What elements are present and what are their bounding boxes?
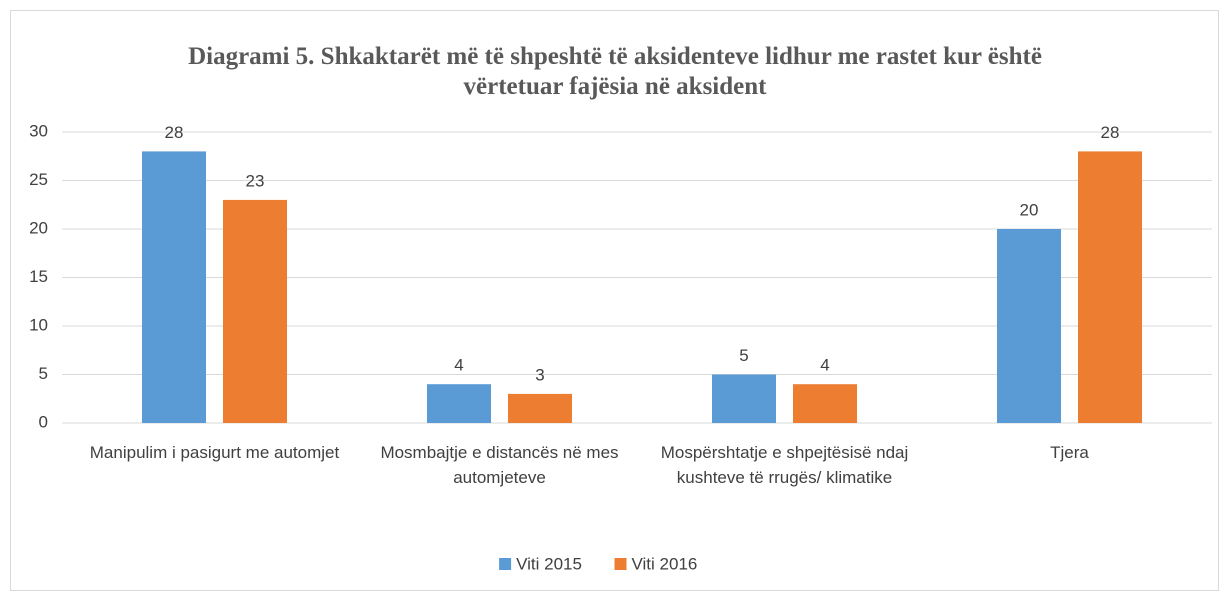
- bar: [997, 229, 1061, 423]
- data-label: 3: [535, 365, 544, 384]
- x-tick-label: Manipulim i pasigurt me automjet: [89, 443, 340, 462]
- x-tick-label: Mospërshtatje e shpejtësisë ndaj kushtev…: [660, 443, 909, 487]
- data-label: 4: [820, 356, 829, 375]
- x-tick-label: Mosmbajtje e distancës në mes automjetev…: [380, 443, 619, 487]
- data-label: 28: [1101, 123, 1120, 142]
- y-tick-label: 10: [29, 315, 48, 334]
- y-tick-label: 20: [29, 218, 48, 237]
- bar: [1078, 151, 1142, 423]
- bar: [793, 384, 857, 423]
- legend-label: Viti 2015: [516, 554, 582, 573]
- y-tick-label: 0: [39, 412, 48, 431]
- legend-swatch: [499, 558, 512, 570]
- bar: [223, 199, 287, 423]
- x-tick-label: Tjera: [1050, 443, 1089, 462]
- bar: [508, 393, 572, 423]
- chart-border: [10, 10, 1219, 591]
- bar: [142, 151, 206, 423]
- y-tick-label: 5: [39, 364, 48, 383]
- data-label: 28: [165, 123, 184, 142]
- data-label: 20: [1020, 200, 1039, 219]
- data-label: 5: [739, 346, 748, 365]
- chart-title: Diagrami 5. Shkaktarët më të shpeshtë të…: [188, 43, 1042, 100]
- legend-swatch: [614, 558, 627, 570]
- y-tick-label: 15: [29, 267, 48, 286]
- y-tick-label: 25: [29, 170, 48, 189]
- y-tick-label: 30: [29, 121, 48, 140]
- data-label: 4: [454, 356, 463, 375]
- bar: [427, 384, 491, 423]
- legend-label: Viti 2016: [632, 554, 698, 573]
- bar: [712, 374, 776, 423]
- data-label: 23: [246, 171, 265, 190]
